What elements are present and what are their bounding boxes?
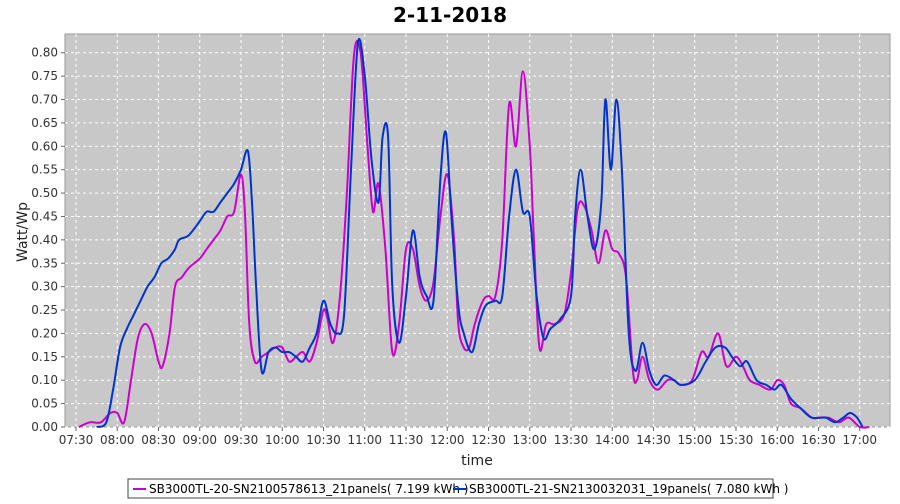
legend: SB3000TL-20-SN2100578613_21panels( 7.199…: [127, 478, 788, 499]
y-tick-label: 0.80: [31, 46, 58, 60]
legend-label-series-2: SB3000TL-21-SN2130032031_19panels( 7.080…: [469, 482, 788, 496]
y-tick-label: 0.65: [31, 116, 58, 130]
y-tick-label: 0.45: [31, 209, 58, 223]
y-tick-label: 0.10: [31, 373, 58, 387]
x-tick-label: 09:00: [182, 433, 217, 447]
x-axis: 07:30 08:00 08:30 09:00 09:30 10:00 10:30 11:00…: [59, 427, 877, 447]
y-tick-label: 0.30: [31, 280, 58, 294]
chart-title: 2-11-2018: [393, 3, 507, 27]
y-tick-label: 0.55: [31, 163, 58, 177]
y-tick-label: 0.00: [31, 420, 58, 434]
x-tick-label: 16:00: [760, 433, 795, 447]
y-tick-label: 0.15: [31, 350, 58, 364]
y-tick-label: 0.60: [31, 139, 58, 153]
y-axis-title: Watt/Wp: [15, 202, 31, 262]
y-tick-label: 0.35: [31, 256, 58, 270]
series-line-2: [96, 37, 864, 428]
legend-label-series-1: SB3000TL-20-SN2100578613_21panels( 7.199…: [149, 482, 468, 496]
x-tick-label: 10:30: [306, 433, 341, 447]
x-tick-label: 13:30: [554, 433, 589, 447]
x-tick-label: 07:30: [59, 433, 94, 447]
y-tick-label: 0.05: [31, 397, 58, 411]
x-tick-label: 12:30: [471, 433, 506, 447]
x-tick-label: 17:00: [842, 433, 877, 447]
x-tick-label: 11:00: [347, 433, 382, 447]
x-tick-label: 10:00: [265, 433, 300, 447]
x-tick-label: 12:00: [430, 433, 465, 447]
y-tick-label: 0.75: [31, 69, 58, 83]
legend-box: [127, 478, 774, 499]
x-tick-label: 08:00: [100, 433, 135, 447]
series-line-1: [78, 39, 870, 429]
y-tick-label: 0.25: [31, 303, 58, 317]
y-axis: 0.00 0.05 0.10 0.15 0.20 0.25 0.30 0.35 0.40 0.45…: [31, 46, 65, 434]
y-tick-label: 0.20: [31, 326, 58, 340]
x-tick-label: 14:00: [595, 433, 630, 447]
x-tick-label: 14:30: [636, 433, 671, 447]
x-axis-title: time: [461, 453, 493, 469]
y-tick-label: 0.40: [31, 233, 58, 247]
x-tick-label: 16:30: [801, 433, 836, 447]
series-layer: [78, 37, 870, 429]
x-tick-label: 15:00: [677, 433, 712, 447]
y-tick-label: 0.70: [31, 93, 58, 107]
plot-area: [64, 33, 891, 428]
x-tick-label: 09:30: [224, 433, 259, 447]
x-tick-label: 13:00: [512, 433, 547, 447]
x-tick-label: 15:30: [719, 433, 754, 447]
y-tick-label: 0.50: [31, 186, 58, 200]
x-tick-label: 08:30: [141, 433, 176, 447]
x-tick-label: 11:30: [389, 433, 424, 447]
